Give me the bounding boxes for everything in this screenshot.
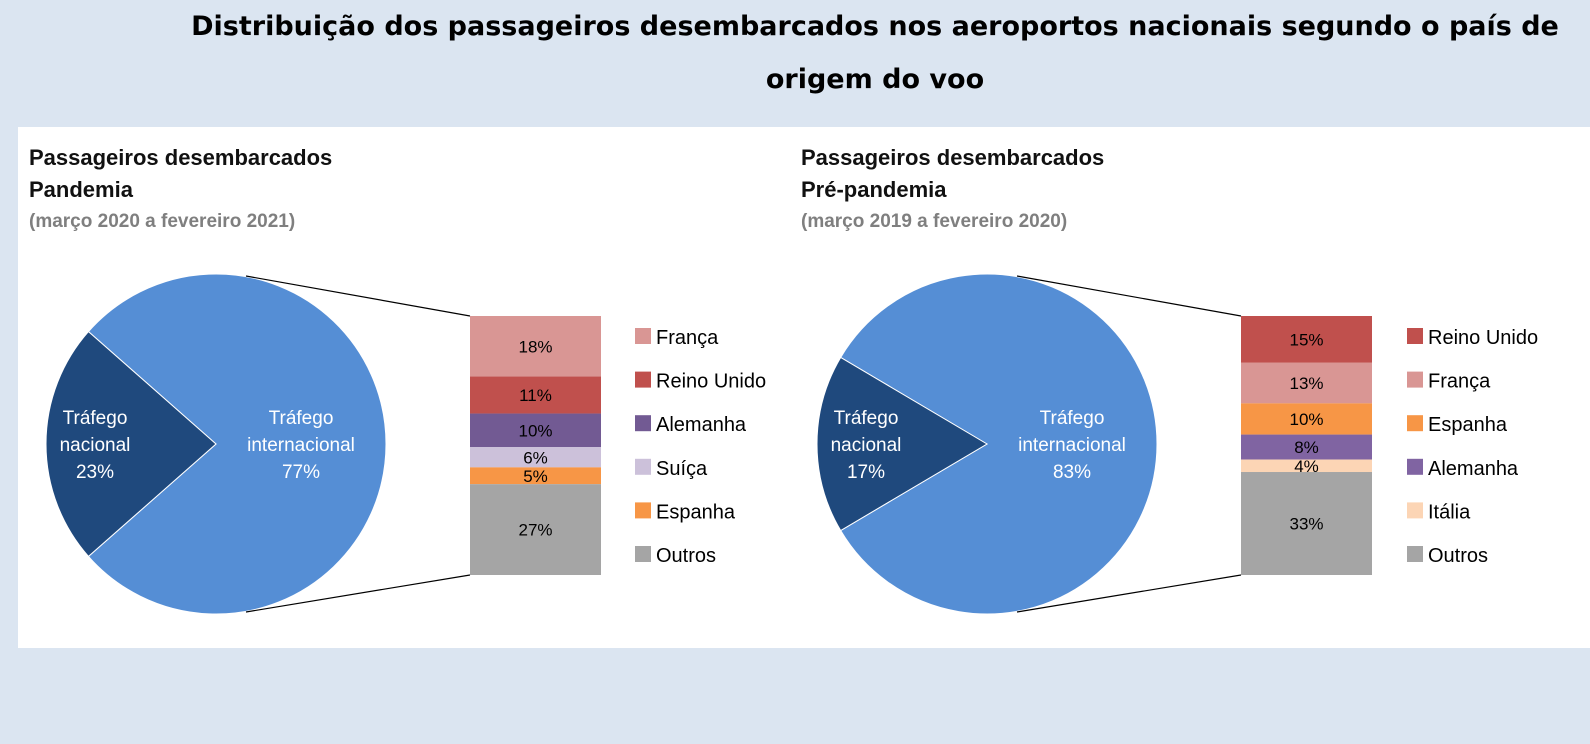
chart-title: Passageiros desembarcados [29,145,333,170]
legend-label-alemanha: Alemanha [1428,458,1519,480]
bar-segment-espanha [1241,403,1372,435]
bar-label-franca: 13% [1289,374,1323,393]
bar-segment-italia [1241,459,1372,473]
chart-subtitle: Pré-pandemia [801,177,947,202]
bar-segment-franca [470,316,601,377]
bar-segment-outros [470,484,601,575]
legend-swatch-suica [635,458,651,475]
legend-swatch-reino-unido [635,371,651,388]
legend-swatch-reino-unido [1407,328,1423,344]
chart-header-pre-pandemia: Passageiros desembarcados Pré-pandemia (… [801,142,1104,238]
bar-segment-alemanha [470,413,601,448]
legend-label-franca: França [1428,371,1491,393]
chart-subtitle: Pandemia [29,177,133,202]
pie-slice-trafego-internacional [87,273,387,615]
pie-label-trafego-internacional: Tráfego internacional 83% [1018,408,1126,483]
bar-label-alemanha: 10% [518,421,552,440]
legend-label-alemanha: Alemanha [656,414,747,436]
legend-swatch-franca [1407,371,1423,388]
charts-panel: Passageiros desembarcados Pandemia (març… [18,127,1590,648]
legend-swatch-espanha [1407,415,1423,432]
legend-swatch-alemanha [1407,458,1423,475]
legend-label-franca: França [656,327,719,349]
legend-label-espanha: Espanha [656,501,736,523]
chart-period: (março 2019 a fevereiro 2020) [801,211,1068,232]
legend-swatch-outros [635,546,651,562]
bar-label-reino-unido: 15% [1289,330,1323,349]
legend-label-italia: Itália [1428,501,1471,523]
bar-segment-espanha [470,467,601,485]
legend-swatch-italia [1407,502,1423,519]
connector-line-top [1016,275,1242,317]
legend-label-outros: Outros [656,545,716,567]
legend-label-outros: Outros [1428,545,1488,567]
connector-line-bottom [245,574,471,613]
bar-label-alemanha: 8% [1294,438,1319,457]
legend-swatch-franca [635,328,651,344]
bar-segment-alemanha [1241,434,1372,460]
connector-line-bottom [1016,574,1242,613]
chart-title: Passageiros desembarcados [801,145,1105,170]
legend-label-reino-unido: Reino Unido [1428,327,1538,349]
bar-label-outros: 27% [518,521,552,540]
bar-label-franca: 18% [518,337,552,356]
legend-swatch-outros [1407,546,1423,562]
bar-segment-suica [470,447,601,468]
pie-label-trafego-internacional: Tráfego internacional 77% [247,408,355,483]
legend-swatch-alemanha [635,415,651,432]
bar-label-espanha: 5% [523,467,548,486]
pie-label-trafego-nacional: Tráfego nacional 17% [831,408,902,483]
pie-slice-trafego-internacional [839,273,1158,615]
bar-segment-franca [1241,362,1372,404]
bar-label-espanha: 10% [1289,410,1323,429]
bar-label-suica: 6% [523,448,548,467]
chart-period: (março 2020 a fevereiro 2021) [29,211,296,232]
bar-label-italia: 4% [1294,457,1319,476]
pie-slice-trafego-nacional [816,356,988,532]
bar-segment-outros [1241,472,1372,575]
bar-segment-reino-unido [470,376,601,414]
legend-label-espanha: Espanha [1428,414,1508,436]
bar-label-outros: 33% [1289,515,1323,534]
page-title: Distribuição dos passageiros desembarcad… [191,11,1559,95]
pie-slice-trafego-nacional [45,330,217,558]
chart-header-pandemia: Passageiros desembarcados Pandemia (març… [29,142,332,238]
connector-line-top [245,275,471,317]
bar-segment-reino-unido [1241,316,1372,363]
legend-label-suica: Suíça [656,458,708,480]
legend-label-reino-unido: Reino Unido [656,371,766,393]
pie-label-trafego-nacional: Tráfego nacional 23% [60,408,131,483]
bar-label-reino-unido: 11% [519,386,552,405]
legend-swatch-espanha [635,502,651,519]
pie-charts-canvas: Tráfego nacional 23% Tráfego internacional 77… [45,273,1538,615]
